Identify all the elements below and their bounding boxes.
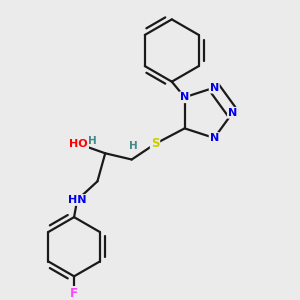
Text: N: N	[210, 133, 219, 143]
Text: N: N	[180, 92, 189, 102]
Text: HO: HO	[69, 139, 88, 149]
Text: HN: HN	[68, 195, 86, 205]
Text: S: S	[151, 137, 159, 150]
Text: N: N	[210, 82, 219, 93]
Text: F: F	[70, 287, 78, 300]
Text: N: N	[228, 108, 237, 118]
Text: H: H	[129, 141, 138, 152]
Text: H: H	[88, 136, 97, 146]
